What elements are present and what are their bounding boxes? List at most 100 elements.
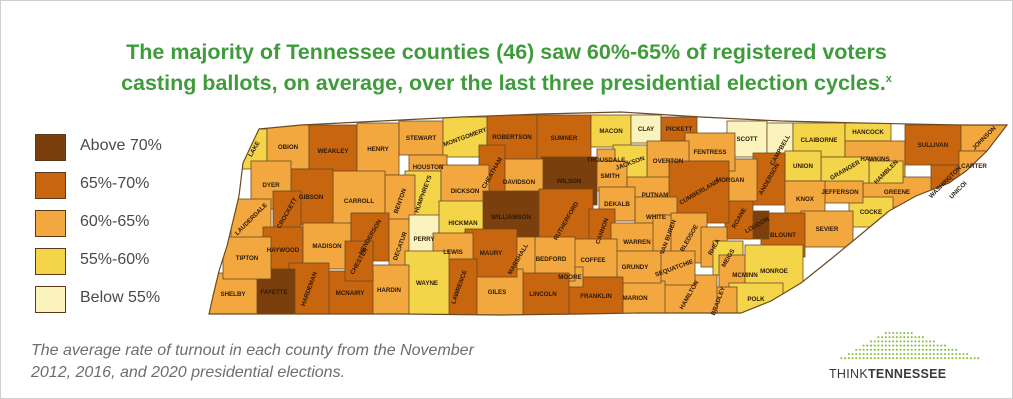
logo-dot — [947, 352, 950, 356]
county-sevier — [800, 210, 854, 248]
county-label-dickson: DICKSON — [451, 188, 480, 195]
logo-dot — [929, 348, 932, 351]
logo-dot — [840, 357, 843, 360]
logo-dot — [925, 344, 928, 347]
county-label-bedford: BEDFORD — [536, 256, 567, 263]
logo-dot — [899, 357, 902, 360]
logo-dot — [888, 357, 891, 360]
logo-wordmark: THINKTENNESSEE — [829, 367, 946, 381]
logo-dot — [914, 348, 917, 351]
logo-dot — [918, 340, 921, 343]
county-hardeman — [288, 262, 330, 315]
logo-dot — [932, 340, 935, 343]
logo-dot — [940, 348, 943, 351]
logo-text-think: THINK — [829, 367, 868, 381]
logo-text-tennessee: TENNESSEE — [868, 367, 947, 381]
logo-dot — [940, 352, 943, 356]
county-label-wilson: WILSON — [557, 178, 582, 185]
county-label-morgan: MORGAN — [716, 177, 745, 184]
logo-dot — [906, 357, 910, 360]
logo-dot — [918, 336, 921, 339]
logo-dot — [918, 352, 921, 356]
county-label-hawkins: HAWKINS — [860, 156, 889, 163]
logo-dot — [869, 340, 873, 343]
logo-dot — [895, 348, 898, 351]
logo-dot — [881, 344, 884, 347]
county-label-wayne: WAYNE — [416, 280, 438, 287]
logo-dot — [866, 352, 869, 356]
county-label-stewart: STEWART — [406, 135, 436, 142]
logo-dot — [877, 336, 880, 339]
county-wayne — [404, 250, 450, 315]
logo-dot — [888, 331, 891, 335]
county-label-davidson: DAVIDSON — [503, 179, 536, 186]
logo-dot — [873, 357, 876, 360]
logo-dot — [858, 352, 861, 356]
county-label-jefferson: JEFFERSON — [821, 189, 859, 196]
logo-dot — [929, 357, 932, 360]
logo-dot — [940, 344, 943, 347]
logo-dot — [955, 357, 958, 360]
logo-dot — [929, 344, 932, 347]
logo-dot — [892, 340, 895, 343]
logo-dot — [977, 357, 980, 360]
logo-dot — [925, 352, 928, 356]
logo-dot — [888, 336, 891, 339]
county-label-dyer: DYER — [262, 182, 280, 189]
logo-dot — [925, 340, 928, 343]
county-label-giles: GILES — [488, 289, 507, 296]
logo-dot — [910, 331, 913, 335]
logo-dot — [881, 336, 884, 339]
logo-dot — [906, 348, 910, 351]
logo-dot — [940, 357, 943, 360]
logo-dot — [862, 344, 865, 347]
county-label-fayette: FAYETTE — [260, 289, 287, 296]
logo-dot — [881, 352, 884, 356]
logo-dot — [914, 336, 917, 339]
county-label-clay: CLAY — [638, 126, 655, 133]
logo-dot — [951, 352, 954, 356]
county-label-williamson: WILLIAMSON — [491, 214, 531, 221]
logo-dot — [932, 348, 935, 351]
legend-item-65-70: 65%-70% — [35, 172, 235, 202]
county-label-houston: HOUSTON — [413, 164, 444, 171]
logo-dot — [847, 352, 850, 356]
logo-dot — [903, 348, 906, 351]
logo-dot — [914, 352, 917, 356]
legend-item-60-65: 60%-65% — [35, 210, 235, 240]
logo-dot — [884, 336, 887, 339]
logo-dot — [932, 357, 935, 360]
county-label-blount: BLOUNT — [770, 232, 796, 239]
logo-dot — [866, 357, 869, 360]
title-line-1: The majority of Tennessee counties (46) … — [126, 40, 887, 64]
logo-dot — [858, 357, 861, 360]
logo-dot — [869, 352, 873, 356]
logo-dot — [855, 348, 858, 351]
legend-item-below-55: Below 55% — [35, 286, 235, 316]
state-outline — [208, 111, 1009, 316]
logo-dot — [855, 357, 858, 360]
logo-dot — [906, 331, 910, 335]
county-union — [784, 150, 822, 182]
county-label-greene: GREENE — [884, 189, 910, 196]
logo-dot — [899, 348, 902, 351]
logo-dot — [943, 348, 947, 351]
logo-dot — [877, 352, 880, 356]
logo-dot — [958, 357, 961, 360]
logo-dot — [921, 348, 924, 351]
title-line-2: casting ballots, on average, over the la… — [121, 71, 886, 95]
logo-dot — [892, 344, 895, 347]
county-label-hancock: HANCOCK — [852, 129, 884, 136]
county-roane — [724, 196, 754, 240]
logo-dot — [906, 340, 910, 343]
logo-dot — [869, 357, 873, 360]
logo-dot — [943, 357, 947, 360]
county-anderson — [752, 152, 786, 206]
logo-dot — [921, 352, 924, 356]
logo-dot — [895, 340, 898, 343]
logo-dot — [873, 340, 876, 343]
logo-dot — [851, 357, 854, 360]
logo-dot — [918, 357, 921, 360]
legend-swatch — [35, 134, 66, 161]
